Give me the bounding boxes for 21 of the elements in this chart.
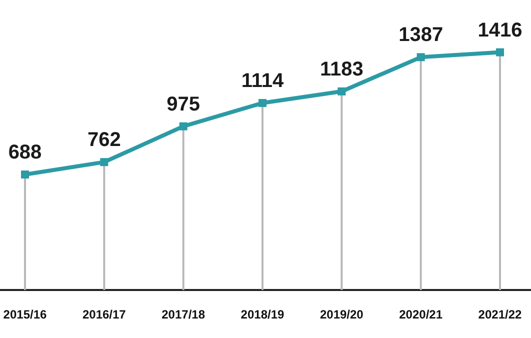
x-tick-label: 2018/19	[240, 308, 285, 322]
data-label: 688	[8, 142, 42, 164]
point	[258, 98, 266, 107]
point	[416, 53, 425, 62]
data-label: 1416	[478, 19, 522, 42]
x-tick-label: 2017/18	[162, 308, 206, 322]
x-tick-label: 2020/21	[399, 308, 443, 322]
point	[179, 122, 188, 130]
data-label: 975	[166, 93, 200, 116]
data-label: 1183	[320, 58, 364, 80]
data-label: 762	[87, 129, 121, 152]
point	[338, 87, 346, 96]
x-tick-label: 2016/17	[82, 308, 126, 322]
x-tick-label: 2019/20	[320, 308, 364, 322]
x-tick-label: 2015/16	[3, 308, 48, 322]
point	[100, 158, 108, 166]
data-label: 1387	[398, 24, 444, 46]
x-tick-label: 2021/22	[478, 308, 522, 322]
data-label: 1114	[241, 70, 285, 92]
point	[21, 170, 29, 179]
point	[496, 48, 504, 56]
